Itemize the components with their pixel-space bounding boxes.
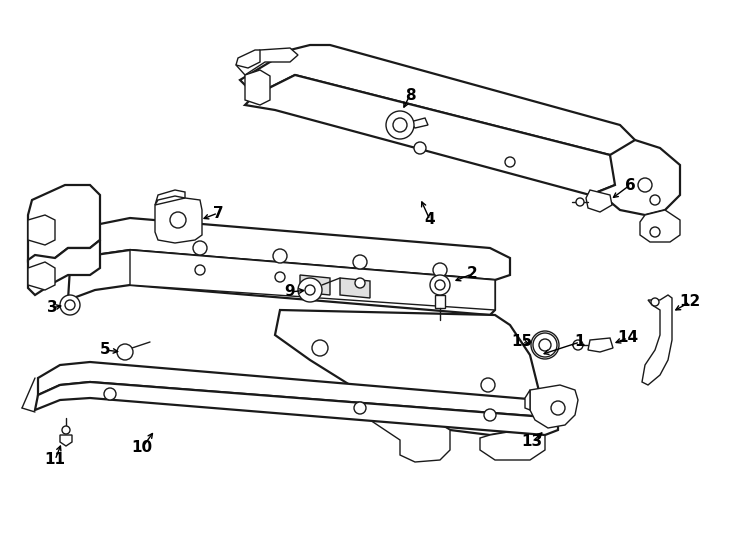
Circle shape (573, 340, 583, 350)
Polygon shape (28, 185, 100, 268)
Circle shape (104, 388, 116, 400)
Text: 6: 6 (625, 178, 636, 192)
Polygon shape (435, 295, 445, 308)
Polygon shape (588, 338, 613, 352)
Circle shape (170, 212, 186, 228)
Polygon shape (28, 262, 55, 290)
Circle shape (414, 142, 426, 154)
Circle shape (650, 195, 660, 205)
Text: 10: 10 (131, 441, 153, 456)
Circle shape (62, 426, 70, 434)
Circle shape (551, 401, 565, 415)
Text: 3: 3 (47, 300, 57, 315)
Circle shape (430, 275, 450, 295)
Polygon shape (130, 250, 495, 310)
Polygon shape (68, 250, 495, 315)
Text: 15: 15 (512, 334, 533, 349)
Text: 14: 14 (617, 330, 639, 346)
Circle shape (435, 280, 445, 290)
Polygon shape (642, 295, 672, 385)
Polygon shape (275, 310, 540, 435)
Text: 4: 4 (425, 213, 435, 227)
Polygon shape (245, 70, 270, 105)
Circle shape (650, 227, 660, 237)
Polygon shape (590, 140, 680, 215)
Text: 13: 13 (521, 435, 542, 449)
Circle shape (195, 265, 205, 275)
Polygon shape (586, 190, 612, 212)
Polygon shape (155, 190, 185, 205)
Text: 11: 11 (45, 453, 65, 468)
Circle shape (353, 255, 367, 269)
Circle shape (386, 111, 414, 139)
Text: 8: 8 (404, 87, 415, 103)
Circle shape (638, 178, 652, 192)
Polygon shape (245, 75, 625, 195)
Polygon shape (640, 210, 680, 242)
Text: 2: 2 (467, 267, 477, 281)
Polygon shape (38, 362, 558, 418)
Polygon shape (60, 435, 72, 446)
Circle shape (505, 157, 515, 167)
Circle shape (481, 378, 495, 392)
Polygon shape (340, 278, 370, 298)
Text: 7: 7 (213, 206, 223, 220)
Circle shape (273, 249, 287, 263)
Polygon shape (480, 420, 545, 460)
Polygon shape (28, 240, 100, 295)
Circle shape (393, 118, 407, 132)
Polygon shape (236, 48, 298, 75)
Circle shape (539, 339, 551, 351)
Circle shape (354, 402, 366, 414)
Polygon shape (525, 390, 530, 410)
Circle shape (312, 340, 328, 356)
Text: 1: 1 (575, 334, 585, 349)
Circle shape (355, 278, 365, 288)
Circle shape (433, 263, 447, 277)
Circle shape (275, 272, 285, 282)
Polygon shape (35, 382, 558, 435)
Text: 12: 12 (680, 294, 701, 309)
Text: 5: 5 (100, 342, 110, 357)
Polygon shape (410, 118, 428, 128)
Circle shape (484, 409, 496, 421)
Polygon shape (530, 385, 578, 428)
Circle shape (305, 285, 315, 295)
Text: 9: 9 (285, 285, 295, 300)
Circle shape (117, 344, 133, 360)
Circle shape (298, 278, 322, 302)
Polygon shape (68, 218, 510, 280)
Circle shape (65, 300, 75, 310)
Polygon shape (28, 215, 55, 245)
Polygon shape (240, 45, 635, 155)
Polygon shape (236, 50, 260, 68)
Circle shape (193, 241, 207, 255)
Polygon shape (300, 275, 330, 295)
Circle shape (533, 333, 557, 357)
Circle shape (576, 198, 584, 206)
Polygon shape (340, 385, 450, 462)
Circle shape (651, 298, 659, 306)
Circle shape (60, 295, 80, 315)
Polygon shape (155, 198, 202, 243)
